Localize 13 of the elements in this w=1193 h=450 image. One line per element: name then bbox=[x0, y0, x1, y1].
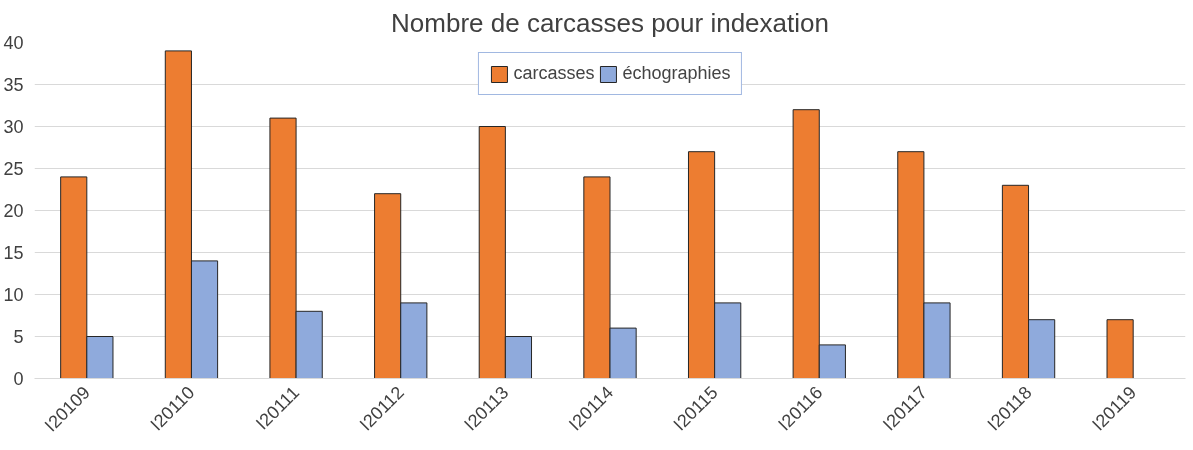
y-tick-label: 15 bbox=[3, 243, 24, 263]
legend-label: carcasses bbox=[513, 63, 595, 84]
y-tick-label: 0 bbox=[13, 369, 24, 389]
y-tick-label: 40 bbox=[3, 33, 24, 53]
chart-title: Nombre de carcasses pour indexation bbox=[391, 7, 829, 38]
y-tick-label: 30 bbox=[3, 117, 24, 137]
bar bbox=[1106, 319, 1134, 379]
y-tick-label: 10 bbox=[3, 285, 24, 305]
y-tick-label: 35 bbox=[3, 75, 24, 95]
y-tick-label: 25 bbox=[3, 159, 24, 179]
y-tick-label: 20 bbox=[3, 201, 24, 221]
y-tick-label: 5 bbox=[13, 327, 24, 347]
legend-label: échographies bbox=[622, 63, 731, 84]
